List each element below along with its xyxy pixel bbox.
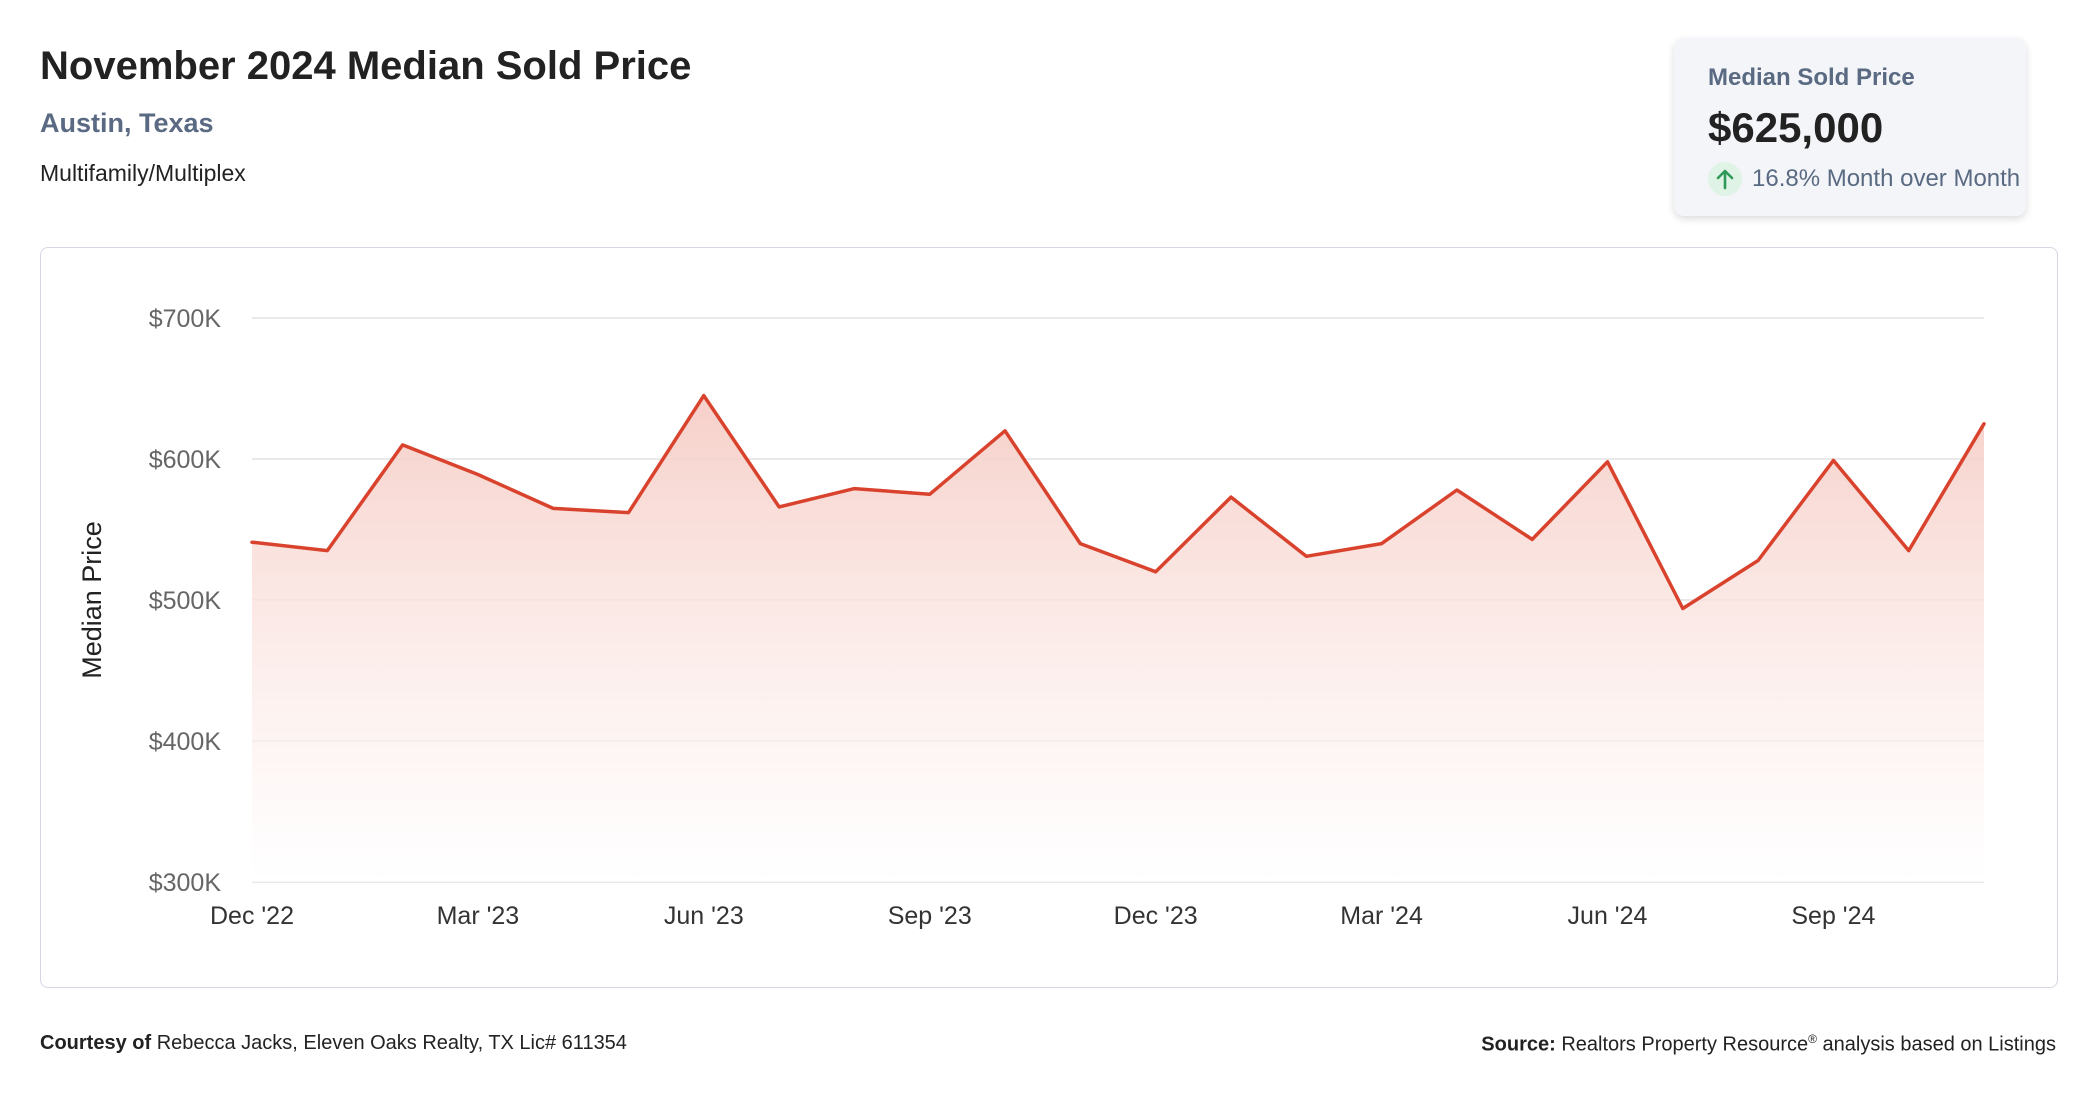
kpi-value: $625,000 xyxy=(1708,104,1884,151)
data-point[interactable] xyxy=(1755,558,1761,564)
data-point[interactable] xyxy=(1906,548,1912,554)
data-point[interactable] xyxy=(324,548,330,554)
data-point[interactable] xyxy=(550,505,556,511)
x-tick-label: Sep '24 xyxy=(1791,902,1875,930)
kpi-change: 16.8% Month over Month xyxy=(1708,162,2020,196)
data-point[interactable] xyxy=(927,491,933,497)
kpi-change-text: 16.8% Month over Month xyxy=(1752,165,2021,192)
kpi-card: Median Sold Price $625,000 16.8% Month o… xyxy=(1674,38,2026,216)
page-title: November 2024 Median Sold Price xyxy=(40,44,692,88)
source-footer: Source: Realtors Property Resource® anal… xyxy=(1481,1032,2056,1057)
data-point[interactable] xyxy=(1830,457,1836,463)
data-point[interactable] xyxy=(1981,421,1987,427)
data-point[interactable] xyxy=(1303,553,1309,559)
y-tick-label: $500K xyxy=(149,587,222,615)
chart-container: $300K $400K $500K $600K $700K Dec '22 Mar '23 J… xyxy=(40,247,2058,988)
y-tick-label: $300K xyxy=(149,869,222,897)
data-point[interactable] xyxy=(1077,541,1083,547)
x-tick-label: Jun '23 xyxy=(664,902,744,930)
x-tick-label: Jun '24 xyxy=(1568,902,1648,930)
y-axis-title: Median Price xyxy=(77,521,107,679)
x-tick-label: Dec '22 xyxy=(210,902,294,930)
property-type-label: Multifamily/Multiplex xyxy=(40,160,246,186)
data-point[interactable] xyxy=(475,472,481,478)
data-point[interactable] xyxy=(1228,494,1234,500)
data-point[interactable] xyxy=(1379,541,1385,547)
x-tick-label: Mar '24 xyxy=(1340,902,1423,930)
data-point[interactable] xyxy=(1454,487,1460,493)
data-point[interactable] xyxy=(249,539,255,545)
y-tick-label: $400K xyxy=(149,728,222,756)
data-point[interactable] xyxy=(400,442,406,448)
source-text: Realtors Property Resource xyxy=(1561,1033,1809,1056)
source-label: Source: xyxy=(1481,1033,1556,1056)
data-point[interactable] xyxy=(1529,536,1535,542)
kpi-label: Median Sold Price xyxy=(1708,64,1915,91)
y-tick-label: $600K xyxy=(149,446,222,474)
x-tick-label: Mar '23 xyxy=(437,902,520,930)
x-tick-label: Sep '23 xyxy=(888,902,972,930)
arrow-up-icon xyxy=(1708,162,1742,196)
data-point[interactable] xyxy=(701,393,707,399)
registered-mark: ® xyxy=(1808,1032,1817,1046)
data-point[interactable] xyxy=(626,510,632,516)
x-tick-label: Dec '23 xyxy=(1114,902,1198,930)
data-point[interactable] xyxy=(1002,428,1008,434)
median-price-chart: $300K $400K $500K $600K $700K Dec '22 Mar '23 J… xyxy=(77,305,1987,930)
courtesy-text: Rebecca Jacks, Eleven Oaks Realty, TX Li… xyxy=(156,1032,627,1054)
location-label: Austin, Texas xyxy=(40,108,214,138)
series-line xyxy=(250,393,1986,611)
source-text-2: analysis based on Listings xyxy=(1822,1033,2056,1056)
data-point[interactable] xyxy=(1680,605,1686,611)
courtesy-footer: Courtesy of Rebecca Jacks, Eleven Oaks R… xyxy=(40,1032,627,1055)
area-fill xyxy=(252,395,1984,882)
data-point[interactable] xyxy=(851,486,857,492)
data-point[interactable] xyxy=(776,504,782,510)
data-point[interactable] xyxy=(1604,459,1610,465)
courtesy-label: Courtesy of xyxy=(40,1032,152,1054)
y-tick-label: $700K xyxy=(149,305,222,333)
data-point[interactable] xyxy=(1153,569,1159,575)
